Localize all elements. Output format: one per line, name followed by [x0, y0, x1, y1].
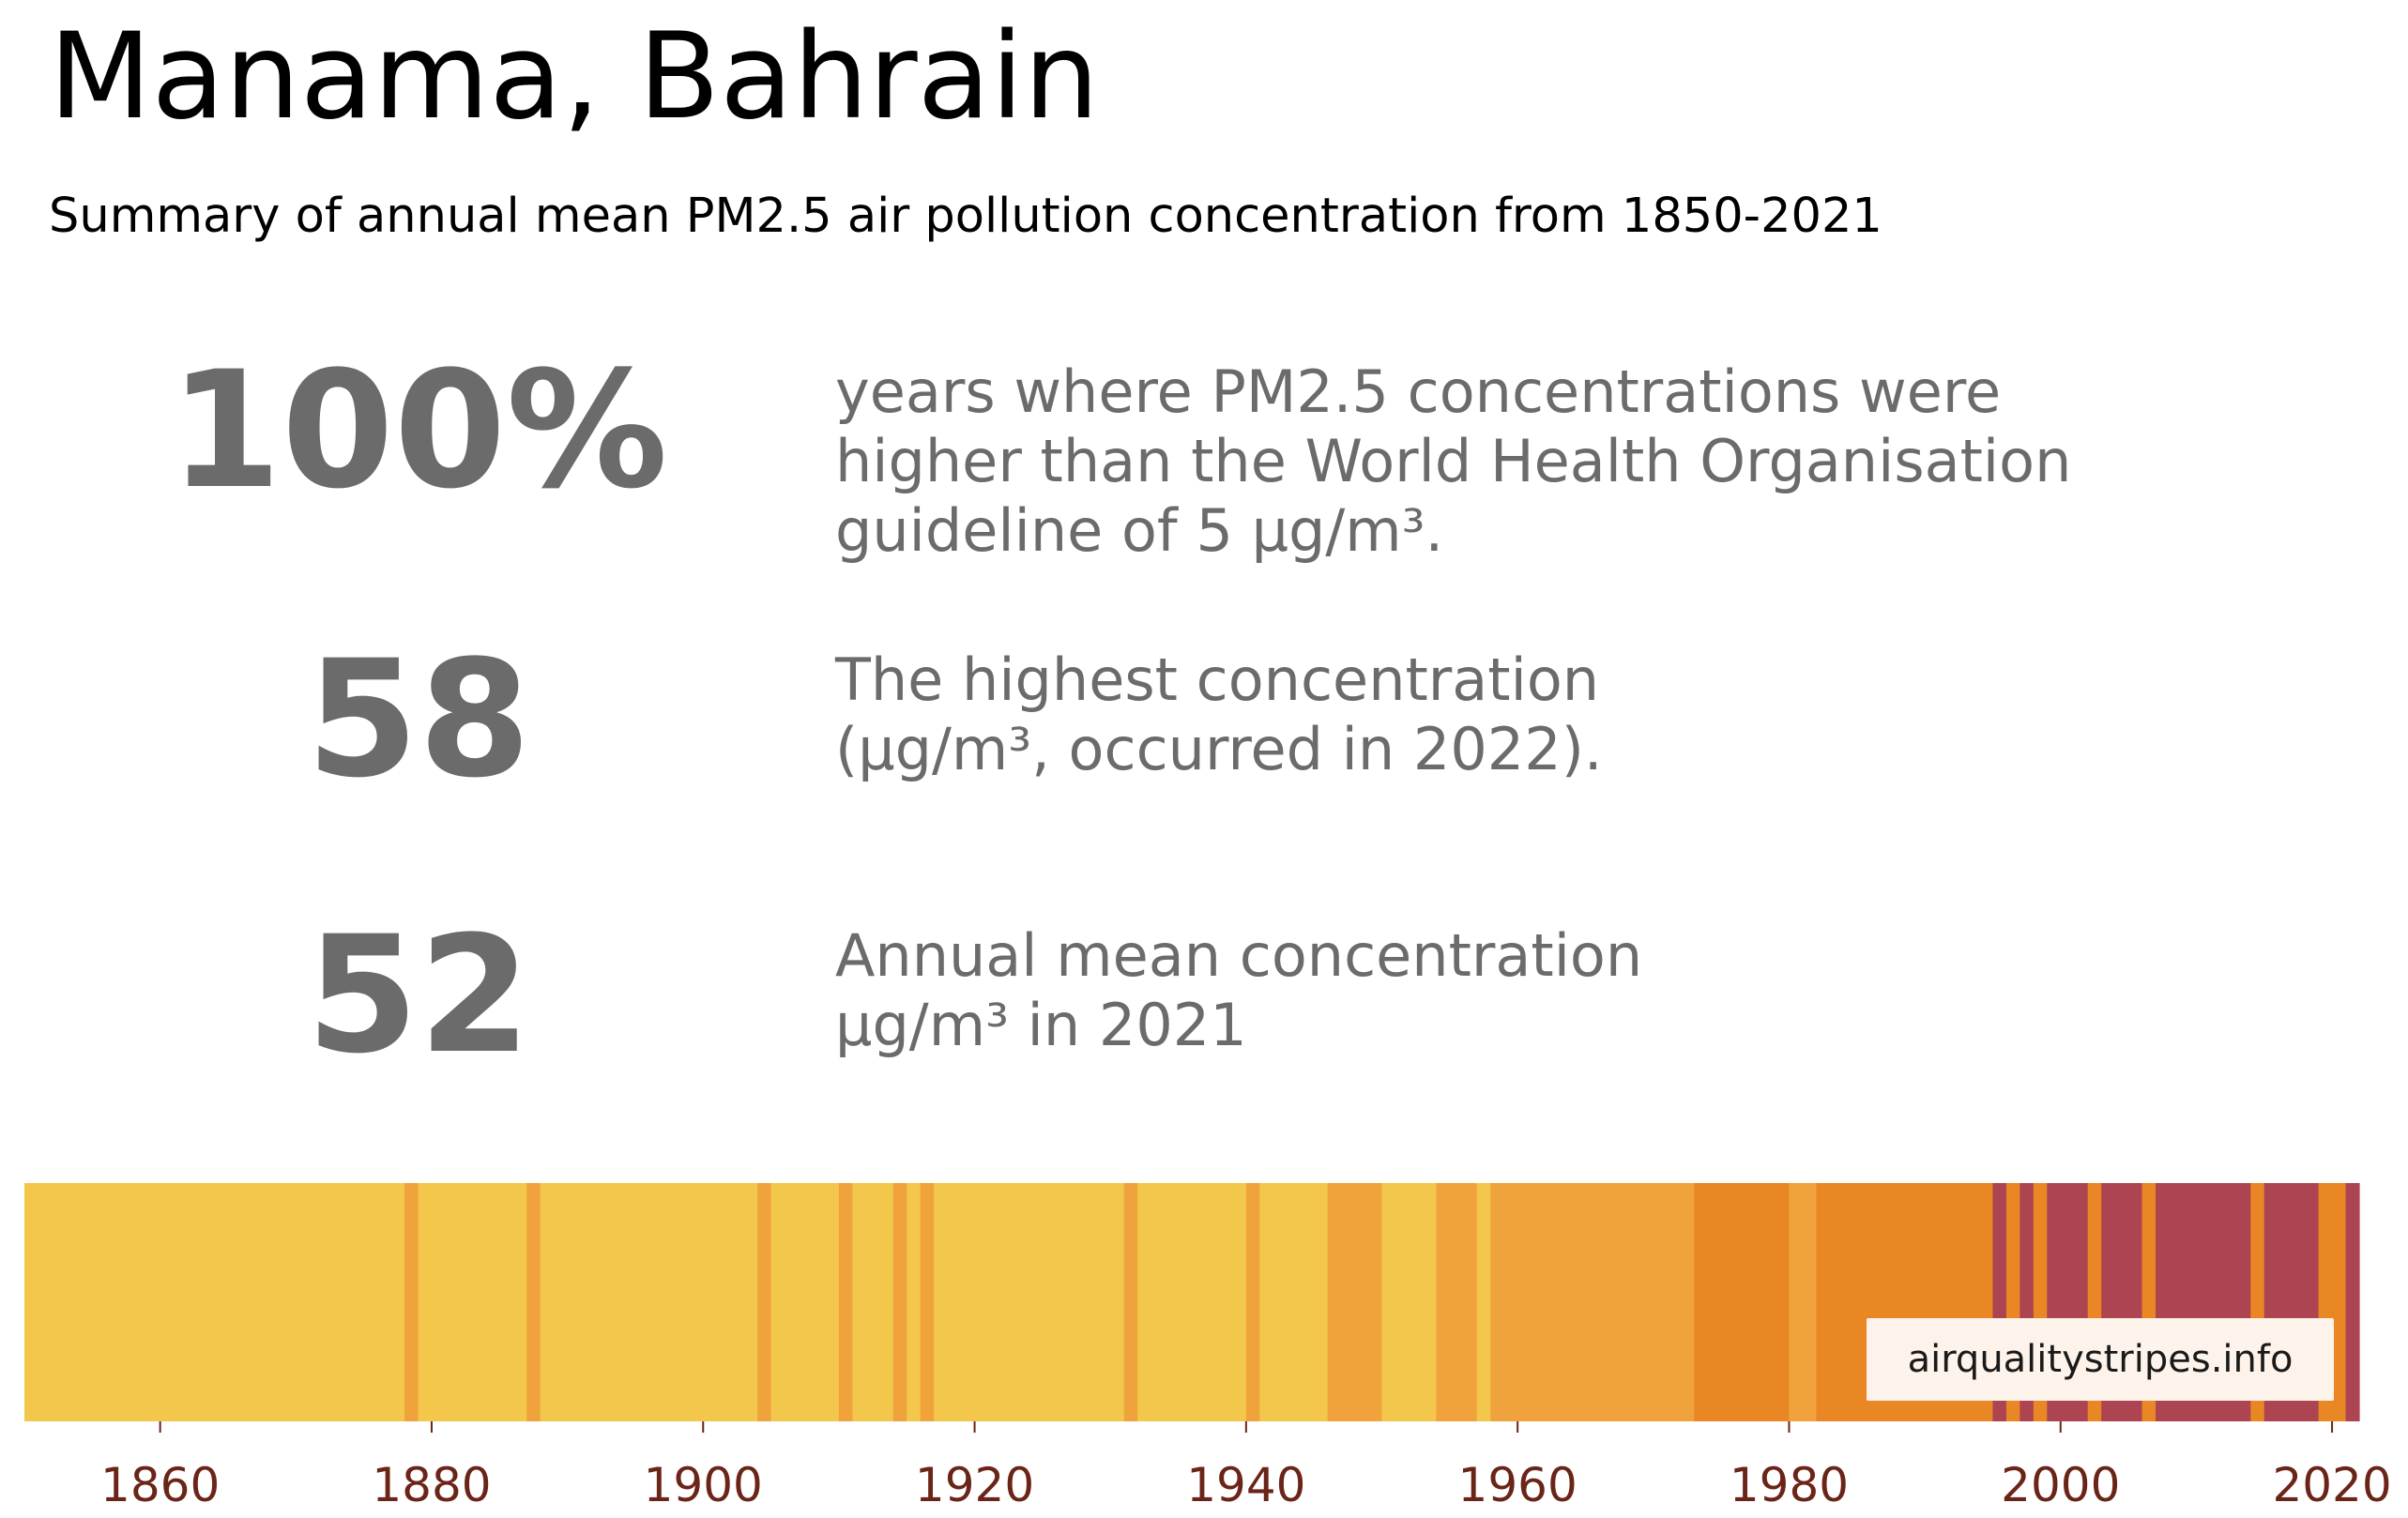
stripe-1917 — [934, 1183, 1125, 1421]
stat-description-line: (µg/m³, occurred in 2022). — [835, 715, 1603, 783]
stat-description-line: higher than the World Health Organisatio… — [835, 427, 2072, 495]
x-tick-label: 2020 — [2272, 1458, 2391, 1512]
stripe-1914 — [892, 1183, 907, 1421]
stripe-1887 — [526, 1183, 541, 1421]
page-title: Manama, Bahrain — [49, 7, 1100, 145]
stripe-1954 — [1436, 1183, 1478, 1421]
x-tick-label: 2000 — [2001, 1458, 2120, 1512]
stripe-1946 — [1327, 1183, 1383, 1421]
stripe-1915 — [907, 1183, 922, 1421]
x-tick-label: 1980 — [1730, 1458, 1849, 1512]
stripe-1931 — [1123, 1183, 1138, 1421]
stripe-1958 — [1490, 1183, 1695, 1421]
stripe-1941 — [1259, 1183, 1329, 1421]
x-axis: 1860 1880 1900 1920 1940 1960 1980 2000 2020 — [100, 1421, 2392, 1512]
stripe-1910 — [838, 1183, 853, 1421]
stripe-1911 — [852, 1183, 894, 1421]
stat-value-highest: 58 — [306, 625, 531, 813]
x-tick-label: 1900 — [644, 1458, 763, 1512]
stripe-1973 — [1694, 1183, 1791, 1421]
stripe-1932 — [1137, 1183, 1247, 1421]
x-tick-label: 1940 — [1186, 1458, 1305, 1512]
credit-badge: airqualitystripes.info — [1867, 1318, 2334, 1401]
stat-description-annual-mean: Annual mean concentration µg/m³ in 2021 — [835, 921, 1642, 1060]
x-tick-label: 1880 — [372, 1458, 491, 1512]
stripe-1940 — [1245, 1183, 1260, 1421]
x-tick-label: 1860 — [100, 1458, 220, 1512]
credit-text: airqualitystripes.info — [1907, 1338, 2294, 1381]
stat-description-highest: The highest concentration (µg/m³, occurr… — [835, 645, 1603, 784]
stat-value-exceedance: 100% — [169, 336, 668, 524]
stat-description-line: guideline of 5 µg/m³. — [835, 496, 1444, 565]
stripe-2021 — [2345, 1183, 2360, 1421]
stat-value-annual-mean: 52 — [306, 901, 531, 1089]
stat-description-line: Annual mean concentration — [835, 921, 1643, 990]
x-tick-label: 1920 — [915, 1458, 1034, 1512]
stripe-1850 — [24, 1183, 405, 1421]
stat-description-line: µg/m³ in 2021 — [835, 991, 1247, 1059]
page-subtitle: Summary of annual mean PM2.5 air polluti… — [49, 189, 1882, 244]
stripe-1878 — [404, 1183, 419, 1421]
stripe-1905 — [770, 1183, 840, 1421]
stripe-1879 — [418, 1183, 527, 1421]
stripe-1980 — [1789, 1183, 1817, 1421]
stripe-1916 — [920, 1183, 935, 1421]
stripe-1957 — [1476, 1183, 1491, 1421]
stat-description-exceedance: years where PM2.5 concentrations were hi… — [835, 357, 2071, 566]
stripe-1904 — [757, 1183, 772, 1421]
stat-description-line: The highest concentration — [835, 645, 1600, 714]
x-tick-label: 1960 — [1458, 1458, 1577, 1512]
stripe-1888 — [540, 1183, 758, 1421]
stripe-1950 — [1381, 1183, 1437, 1421]
stat-description-line: years where PM2.5 concentrations were — [835, 357, 2002, 426]
